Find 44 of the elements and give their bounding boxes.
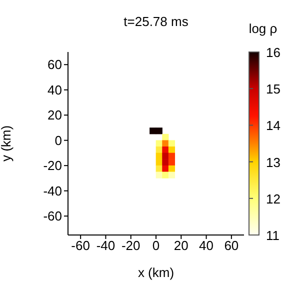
x-axis-title: x (km) bbox=[138, 265, 174, 280]
point bbox=[162, 172, 169, 178]
color-bar-title: log ρ bbox=[248, 21, 278, 36]
point bbox=[156, 172, 162, 178]
y-tick-label: 60 bbox=[48, 57, 62, 72]
point bbox=[168, 146, 176, 154]
x-tick-label: 60 bbox=[224, 238, 239, 254]
point bbox=[168, 165, 176, 172]
color-bar-label: 15 bbox=[266, 82, 280, 97]
point bbox=[168, 152, 176, 160]
point bbox=[156, 140, 162, 147]
point bbox=[156, 159, 162, 166]
x-tick-label: -40 bbox=[96, 238, 116, 254]
point bbox=[168, 140, 176, 147]
point bbox=[150, 128, 156, 134]
point bbox=[162, 146, 169, 154]
y-tick-label: 20 bbox=[48, 108, 62, 123]
color-bar-label: 11 bbox=[266, 228, 280, 243]
point bbox=[156, 165, 162, 172]
color-bar-label: 16 bbox=[266, 45, 280, 60]
point bbox=[168, 159, 176, 166]
color-bar-label: 14 bbox=[266, 118, 280, 134]
point bbox=[156, 146, 162, 154]
point bbox=[162, 140, 169, 147]
y-tick-label: 40 bbox=[48, 82, 62, 98]
point bbox=[156, 128, 162, 134]
y-tick-label: 0 bbox=[54, 132, 62, 148]
point bbox=[168, 172, 176, 178]
point bbox=[162, 159, 169, 166]
x-tick-label: 20 bbox=[174, 238, 188, 254]
x-tick-label: -20 bbox=[121, 238, 140, 254]
color-bar-label: 12 bbox=[266, 191, 280, 206]
color-bar-label: 13 bbox=[266, 154, 280, 170]
y-tick-label: -60 bbox=[43, 208, 62, 224]
x-tick-label: 0 bbox=[152, 238, 160, 254]
y-tick-label: -20 bbox=[43, 158, 62, 174]
y-tick-label: -40 bbox=[43, 183, 62, 198]
y-axis-title: y (km) bbox=[0, 125, 14, 162]
x-tick-label: -60 bbox=[71, 238, 90, 254]
point bbox=[162, 152, 169, 160]
x-tick-label: 40 bbox=[199, 238, 214, 254]
point bbox=[162, 165, 169, 172]
chart-title: t=25.78 ms bbox=[122, 14, 190, 29]
point bbox=[162, 134, 169, 140]
